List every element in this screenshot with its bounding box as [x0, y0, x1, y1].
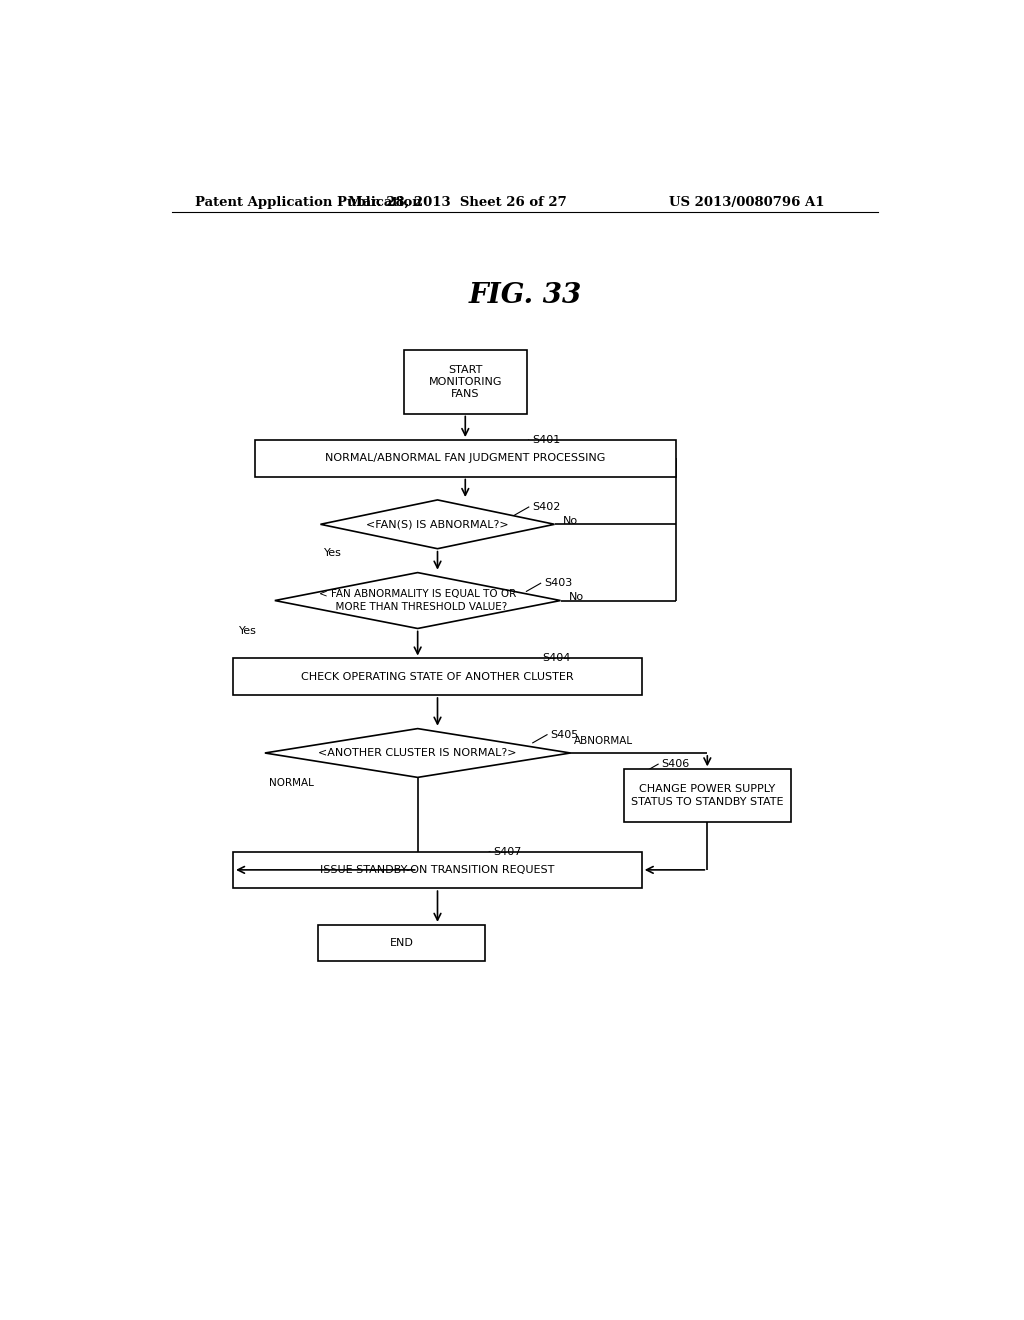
Polygon shape	[274, 573, 560, 628]
Text: S405: S405	[550, 730, 579, 739]
Text: ISSUE STANDBY-ON TRANSITION REQUEST: ISSUE STANDBY-ON TRANSITION REQUEST	[321, 865, 555, 875]
Text: < FAN ABNORMALITY IS EQUAL TO OR
  MORE THAN THRESHOLD VALUE?: < FAN ABNORMALITY IS EQUAL TO OR MORE TH…	[319, 589, 516, 611]
Text: S401: S401	[531, 436, 560, 445]
Text: Yes: Yes	[240, 626, 257, 636]
Text: CHECK OPERATING STATE OF ANOTHER CLUSTER: CHECK OPERATING STATE OF ANOTHER CLUSTER	[301, 672, 573, 681]
FancyBboxPatch shape	[624, 770, 791, 822]
Text: S404: S404	[543, 653, 570, 664]
Text: <ANOTHER CLUSTER IS NORMAL?>: <ANOTHER CLUSTER IS NORMAL?>	[318, 748, 517, 758]
Text: S403: S403	[544, 578, 572, 589]
Text: FIG. 33: FIG. 33	[468, 282, 582, 309]
Text: S407: S407	[494, 846, 521, 857]
Text: CHANGE POWER SUPPLY
STATUS TO STANDBY STATE: CHANGE POWER SUPPLY STATUS TO STANDBY ST…	[631, 784, 783, 807]
FancyBboxPatch shape	[318, 925, 485, 961]
Text: S402: S402	[531, 502, 560, 512]
FancyBboxPatch shape	[403, 351, 526, 413]
FancyBboxPatch shape	[233, 851, 642, 888]
Text: ABNORMAL: ABNORMAL	[573, 735, 633, 746]
Text: START
MONITORING
FANS: START MONITORING FANS	[428, 364, 502, 400]
Text: No: No	[562, 516, 578, 527]
Text: US 2013/0080796 A1: US 2013/0080796 A1	[670, 195, 824, 209]
Text: Patent Application Publication: Patent Application Publication	[196, 195, 422, 209]
Text: Yes: Yes	[325, 548, 342, 558]
Text: END: END	[390, 939, 414, 948]
FancyBboxPatch shape	[255, 440, 676, 477]
Text: <FAN(S) IS ABNORMAL?>: <FAN(S) IS ABNORMAL?>	[367, 519, 509, 529]
Text: Mar. 28, 2013  Sheet 26 of 27: Mar. 28, 2013 Sheet 26 of 27	[348, 195, 566, 209]
FancyBboxPatch shape	[233, 659, 642, 696]
Text: S406: S406	[662, 759, 689, 770]
Polygon shape	[321, 500, 555, 549]
Text: NORMAL/ABNORMAL FAN JUDGMENT PROCESSING: NORMAL/ABNORMAL FAN JUDGMENT PROCESSING	[325, 453, 605, 463]
Text: No: No	[568, 593, 584, 602]
Text: NORMAL: NORMAL	[269, 779, 313, 788]
Polygon shape	[265, 729, 570, 777]
